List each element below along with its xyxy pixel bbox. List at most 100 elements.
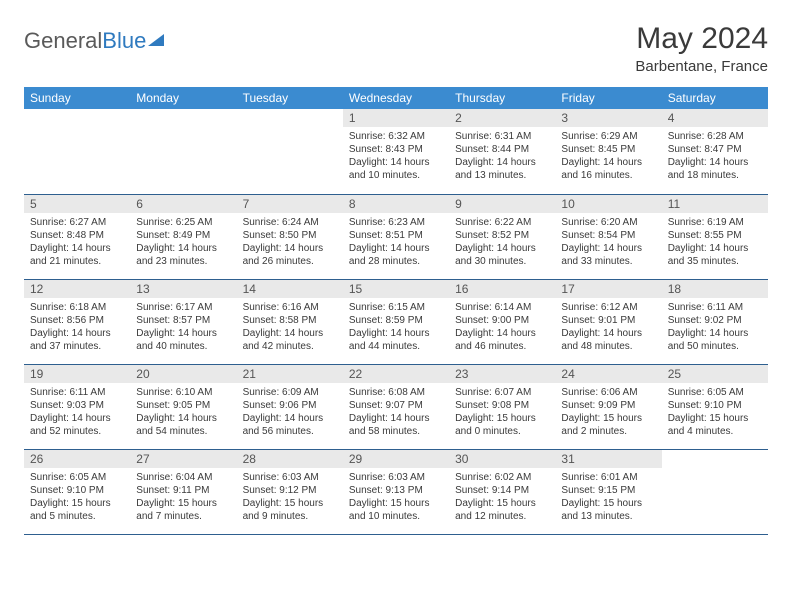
location-label: Barbentane, France bbox=[635, 58, 768, 75]
day-header: Monday bbox=[130, 87, 236, 109]
day-number: 21 bbox=[237, 365, 343, 383]
calendar-day-cell: 10Sunrise: 6:20 AMSunset: 8:54 PMDayligh… bbox=[555, 194, 661, 279]
calendar-body: ......1Sunrise: 6:32 AMSunset: 8:43 PMDa… bbox=[24, 109, 768, 534]
day-number: 13 bbox=[130, 280, 236, 298]
calendar-day-cell: 7Sunrise: 6:24 AMSunset: 8:50 PMDaylight… bbox=[237, 194, 343, 279]
day-number: 27 bbox=[130, 450, 236, 468]
day-number: 16 bbox=[449, 280, 555, 298]
calendar-day-cell: 20Sunrise: 6:10 AMSunset: 9:05 PMDayligh… bbox=[130, 364, 236, 449]
day-data: Sunrise: 6:03 AMSunset: 9:13 PMDaylight:… bbox=[343, 468, 449, 527]
day-number: 20 bbox=[130, 365, 236, 383]
calendar-day-cell: .. bbox=[662, 449, 768, 534]
day-data: Sunrise: 6:17 AMSunset: 8:57 PMDaylight:… bbox=[130, 298, 236, 357]
calendar-day-cell: 24Sunrise: 6:06 AMSunset: 9:09 PMDayligh… bbox=[555, 364, 661, 449]
day-number: 22 bbox=[343, 365, 449, 383]
day-data: Sunrise: 6:06 AMSunset: 9:09 PMDaylight:… bbox=[555, 383, 661, 442]
day-number: 6 bbox=[130, 195, 236, 213]
day-data: Sunrise: 6:16 AMSunset: 8:58 PMDaylight:… bbox=[237, 298, 343, 357]
calendar-header-row: SundayMondayTuesdayWednesdayThursdayFrid… bbox=[24, 87, 768, 109]
day-number: 11 bbox=[662, 195, 768, 213]
day-number: 15 bbox=[343, 280, 449, 298]
day-data: Sunrise: 6:28 AMSunset: 8:47 PMDaylight:… bbox=[662, 127, 768, 186]
day-data: Sunrise: 6:03 AMSunset: 9:12 PMDaylight:… bbox=[237, 468, 343, 527]
calendar-week-row: ......1Sunrise: 6:32 AMSunset: 8:43 PMDa… bbox=[24, 109, 768, 194]
day-number: 4 bbox=[662, 109, 768, 127]
title-block: May 2024 Barbentane, France bbox=[635, 22, 768, 75]
day-header: Wednesday bbox=[343, 87, 449, 109]
calendar-day-cell: 25Sunrise: 6:05 AMSunset: 9:10 PMDayligh… bbox=[662, 364, 768, 449]
calendar-day-cell: .. bbox=[130, 109, 236, 194]
day-number: 1 bbox=[343, 109, 449, 127]
page-header: GeneralBlue May 2024 Barbentane, France bbox=[24, 22, 768, 75]
calendar-day-cell: 21Sunrise: 6:09 AMSunset: 9:06 PMDayligh… bbox=[237, 364, 343, 449]
day-number: 3 bbox=[555, 109, 661, 127]
day-data: Sunrise: 6:08 AMSunset: 9:07 PMDaylight:… bbox=[343, 383, 449, 442]
day-data: Sunrise: 6:23 AMSunset: 8:51 PMDaylight:… bbox=[343, 213, 449, 272]
calendar-day-cell: 28Sunrise: 6:03 AMSunset: 9:12 PMDayligh… bbox=[237, 449, 343, 534]
day-header: Saturday bbox=[662, 87, 768, 109]
day-number: 2 bbox=[449, 109, 555, 127]
day-data: Sunrise: 6:01 AMSunset: 9:15 PMDaylight:… bbox=[555, 468, 661, 527]
calendar-week-row: 5Sunrise: 6:27 AMSunset: 8:48 PMDaylight… bbox=[24, 194, 768, 279]
day-data: Sunrise: 6:14 AMSunset: 9:00 PMDaylight:… bbox=[449, 298, 555, 357]
calendar-day-cell: 5Sunrise: 6:27 AMSunset: 8:48 PMDaylight… bbox=[24, 194, 130, 279]
day-header: Tuesday bbox=[237, 87, 343, 109]
calendar-day-cell: 22Sunrise: 6:08 AMSunset: 9:07 PMDayligh… bbox=[343, 364, 449, 449]
day-number: 24 bbox=[555, 365, 661, 383]
calendar-week-row: 26Sunrise: 6:05 AMSunset: 9:10 PMDayligh… bbox=[24, 449, 768, 534]
calendar-day-cell: .. bbox=[24, 109, 130, 194]
month-title: May 2024 bbox=[635, 22, 768, 56]
day-number: 17 bbox=[555, 280, 661, 298]
day-data: Sunrise: 6:27 AMSunset: 8:48 PMDaylight:… bbox=[24, 213, 130, 272]
day-number: 29 bbox=[343, 450, 449, 468]
day-data: Sunrise: 6:18 AMSunset: 8:56 PMDaylight:… bbox=[24, 298, 130, 357]
day-number: 19 bbox=[24, 365, 130, 383]
calendar-day-cell: 15Sunrise: 6:15 AMSunset: 8:59 PMDayligh… bbox=[343, 279, 449, 364]
day-data: Sunrise: 6:24 AMSunset: 8:50 PMDaylight:… bbox=[237, 213, 343, 272]
day-data: Sunrise: 6:09 AMSunset: 9:06 PMDaylight:… bbox=[237, 383, 343, 442]
calendar-day-cell: 13Sunrise: 6:17 AMSunset: 8:57 PMDayligh… bbox=[130, 279, 236, 364]
logo: GeneralBlue bbox=[24, 22, 164, 54]
day-number: 8 bbox=[343, 195, 449, 213]
calendar-day-cell: 4Sunrise: 6:28 AMSunset: 8:47 PMDaylight… bbox=[662, 109, 768, 194]
calendar-day-cell: .. bbox=[237, 109, 343, 194]
calendar-day-cell: 29Sunrise: 6:03 AMSunset: 9:13 PMDayligh… bbox=[343, 449, 449, 534]
calendar-day-cell: 11Sunrise: 6:19 AMSunset: 8:55 PMDayligh… bbox=[662, 194, 768, 279]
calendar-page: GeneralBlue May 2024 Barbentane, France … bbox=[0, 0, 792, 557]
logo-text-1: General bbox=[24, 28, 102, 54]
day-data: Sunrise: 6:12 AMSunset: 9:01 PMDaylight:… bbox=[555, 298, 661, 357]
day-number: 9 bbox=[449, 195, 555, 213]
day-data: Sunrise: 6:29 AMSunset: 8:45 PMDaylight:… bbox=[555, 127, 661, 186]
calendar-day-cell: 17Sunrise: 6:12 AMSunset: 9:01 PMDayligh… bbox=[555, 279, 661, 364]
day-number: 31 bbox=[555, 450, 661, 468]
calendar-day-cell: 14Sunrise: 6:16 AMSunset: 8:58 PMDayligh… bbox=[237, 279, 343, 364]
calendar-day-cell: 27Sunrise: 6:04 AMSunset: 9:11 PMDayligh… bbox=[130, 449, 236, 534]
day-data: Sunrise: 6:15 AMSunset: 8:59 PMDaylight:… bbox=[343, 298, 449, 357]
logo-triangle-icon bbox=[148, 34, 164, 46]
day-number: 25 bbox=[662, 365, 768, 383]
calendar-day-cell: 12Sunrise: 6:18 AMSunset: 8:56 PMDayligh… bbox=[24, 279, 130, 364]
day-header: Friday bbox=[555, 87, 661, 109]
calendar-table: SundayMondayTuesdayWednesdayThursdayFrid… bbox=[24, 87, 768, 535]
calendar-week-row: 12Sunrise: 6:18 AMSunset: 8:56 PMDayligh… bbox=[24, 279, 768, 364]
day-data: Sunrise: 6:02 AMSunset: 9:14 PMDaylight:… bbox=[449, 468, 555, 527]
day-data: Sunrise: 6:32 AMSunset: 8:43 PMDaylight:… bbox=[343, 127, 449, 186]
day-header: Thursday bbox=[449, 87, 555, 109]
day-number: 23 bbox=[449, 365, 555, 383]
day-data: Sunrise: 6:19 AMSunset: 8:55 PMDaylight:… bbox=[662, 213, 768, 272]
day-number: 28 bbox=[237, 450, 343, 468]
calendar-day-cell: 1Sunrise: 6:32 AMSunset: 8:43 PMDaylight… bbox=[343, 109, 449, 194]
calendar-day-cell: 30Sunrise: 6:02 AMSunset: 9:14 PMDayligh… bbox=[449, 449, 555, 534]
calendar-day-cell: 18Sunrise: 6:11 AMSunset: 9:02 PMDayligh… bbox=[662, 279, 768, 364]
calendar-day-cell: 23Sunrise: 6:07 AMSunset: 9:08 PMDayligh… bbox=[449, 364, 555, 449]
day-number: 26 bbox=[24, 450, 130, 468]
day-number: 14 bbox=[237, 280, 343, 298]
day-data: Sunrise: 6:10 AMSunset: 9:05 PMDaylight:… bbox=[130, 383, 236, 442]
day-number: 12 bbox=[24, 280, 130, 298]
calendar-day-cell: 31Sunrise: 6:01 AMSunset: 9:15 PMDayligh… bbox=[555, 449, 661, 534]
calendar-week-row: 19Sunrise: 6:11 AMSunset: 9:03 PMDayligh… bbox=[24, 364, 768, 449]
calendar-day-cell: 19Sunrise: 6:11 AMSunset: 9:03 PMDayligh… bbox=[24, 364, 130, 449]
day-data: Sunrise: 6:07 AMSunset: 9:08 PMDaylight:… bbox=[449, 383, 555, 442]
day-number: 10 bbox=[555, 195, 661, 213]
calendar-day-cell: 8Sunrise: 6:23 AMSunset: 8:51 PMDaylight… bbox=[343, 194, 449, 279]
